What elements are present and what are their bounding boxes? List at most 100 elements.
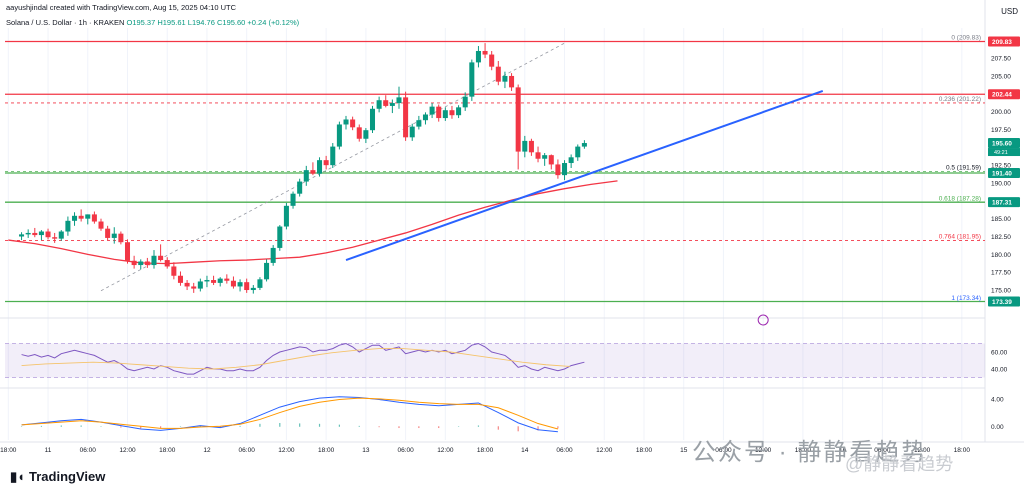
macd-histogram-bar xyxy=(517,426,519,432)
macd-histogram-bar xyxy=(219,426,221,428)
candle-body xyxy=(389,103,395,106)
candle-body xyxy=(330,146,336,166)
candle-body xyxy=(528,140,534,153)
macd-tick-label: 4.00 xyxy=(991,396,1004,403)
macd-histogram-bar xyxy=(398,426,400,429)
candle-body xyxy=(38,231,44,236)
macd-histogram-bar xyxy=(557,426,559,429)
candle-body xyxy=(58,231,64,239)
candle-body xyxy=(462,96,468,108)
countdown-label: 49:21 xyxy=(994,150,1008,156)
price-tag xyxy=(988,36,1020,47)
time-tick-label: 12 xyxy=(203,447,211,454)
price-tick-label: 190.00 xyxy=(991,180,1011,187)
rsi-line xyxy=(21,342,585,375)
macd-histogram-bar xyxy=(418,426,420,429)
macd-histogram-bar xyxy=(299,423,301,427)
candle-body xyxy=(429,106,435,115)
macd-histogram-bar xyxy=(239,425,241,427)
candle-body xyxy=(131,260,137,266)
candle-body xyxy=(105,228,111,238)
candle-body xyxy=(456,107,462,116)
candle-body xyxy=(250,287,256,291)
watermark-secondary: @静静看趋势 xyxy=(845,454,954,474)
candle-body xyxy=(376,100,382,109)
price-tag xyxy=(988,138,1020,149)
candle-body xyxy=(363,130,369,139)
macd-histogram-bar xyxy=(100,426,102,427)
time-tick-label: 12:00 xyxy=(755,447,772,454)
time-tick-label: 14 xyxy=(521,447,529,454)
macd-histogram-bar xyxy=(40,425,43,427)
price-tick-label: 197.50 xyxy=(991,127,1011,134)
price-tag xyxy=(988,89,1020,100)
candle-body xyxy=(356,127,362,139)
time-tick-label: 06:00 xyxy=(874,447,891,454)
price-tag xyxy=(988,168,1020,178)
symbol-name[interactable]: Solana / U.S. Dollar · 1h · KRAKEN xyxy=(6,18,125,27)
candle-body xyxy=(270,247,276,263)
chart-header: aayushjindal created with TradingView.co… xyxy=(6,3,236,12)
candle-body xyxy=(197,281,203,289)
candle-body xyxy=(581,143,587,147)
macd-histogram-bar xyxy=(318,423,321,427)
candle-body xyxy=(436,106,442,119)
watermark: 公众号 · 静静看趋势 xyxy=(692,439,928,466)
candle-body xyxy=(164,260,170,267)
trend-line xyxy=(345,89,824,261)
candle-body xyxy=(65,220,71,232)
candle-body xyxy=(317,160,323,174)
candle-body xyxy=(19,234,25,237)
time-tick-label: 12:00 xyxy=(437,447,454,454)
candle-body xyxy=(336,124,342,147)
candle-body xyxy=(568,157,574,164)
candle-body xyxy=(211,280,217,283)
countdown-tag xyxy=(988,148,1020,157)
candle-body xyxy=(290,193,296,206)
time-tick-label: 18:00 xyxy=(0,447,17,454)
candle-body xyxy=(515,87,521,152)
fib-level-label: 0 (209.83) xyxy=(951,34,981,41)
candle-body xyxy=(257,279,263,288)
time-tick-label: 16 xyxy=(839,447,847,454)
candle-body xyxy=(562,163,568,176)
time-tick-label: 12:00 xyxy=(278,447,295,454)
symbol-info: Solana / U.S. Dollar · 1h · KRAKEN O195.… xyxy=(6,18,299,27)
candle-body xyxy=(78,215,84,219)
macd-histogram-bar xyxy=(179,426,182,427)
rsi-tick-label: 40.00 xyxy=(991,367,1008,374)
candle-body xyxy=(442,110,448,119)
macd-histogram-bar xyxy=(537,426,539,431)
candle-body xyxy=(264,262,270,280)
price-tick-label: 185.00 xyxy=(991,216,1011,223)
time-tick-label: 06:00 xyxy=(715,447,732,454)
macd-histogram-bar xyxy=(438,426,440,429)
candle-body xyxy=(509,75,515,88)
price-tag-label: 202.44 xyxy=(992,92,1012,99)
candle-body xyxy=(310,170,316,174)
candle-body xyxy=(489,54,495,67)
candle-body xyxy=(350,119,356,128)
price-tag xyxy=(988,197,1020,208)
candle-body xyxy=(535,152,541,159)
candle-body xyxy=(72,215,78,221)
time-tick-label: 06:00 xyxy=(397,447,414,454)
candle-body xyxy=(323,160,329,166)
candle-body xyxy=(45,231,51,238)
candle-body xyxy=(396,97,402,104)
candle-body xyxy=(277,226,283,248)
time-tick-label: 18:00 xyxy=(954,447,971,454)
macd-histogram-bar xyxy=(279,422,281,427)
candle-body xyxy=(343,119,349,125)
macd-histogram-bar xyxy=(80,425,82,427)
candle-body xyxy=(369,108,376,131)
candle-body xyxy=(542,155,548,159)
candle-body xyxy=(416,120,422,127)
price-tick-label: 200.00 xyxy=(991,109,1011,116)
time-tick-label: 12:00 xyxy=(596,447,613,454)
price-tick-label: 175.00 xyxy=(991,288,1011,295)
macd-histogram-bar xyxy=(358,425,360,427)
price-tag xyxy=(988,296,1020,307)
signal-line xyxy=(21,397,559,430)
